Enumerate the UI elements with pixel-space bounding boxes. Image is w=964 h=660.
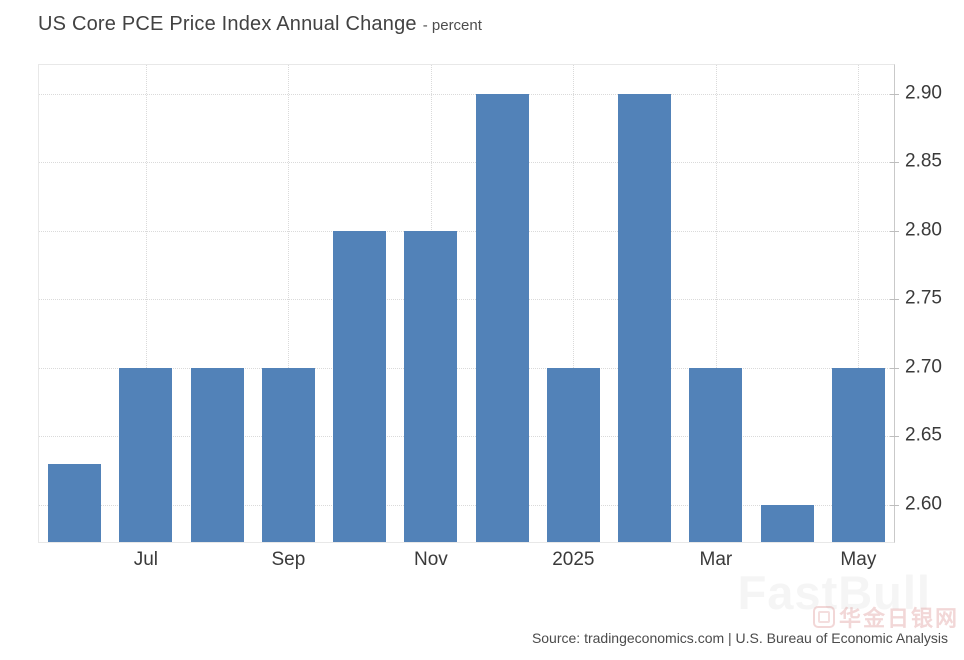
x-axis-label: Jul xyxy=(133,549,159,570)
y-axis-tick xyxy=(890,93,899,95)
x-axis-label: Mar xyxy=(699,549,733,570)
gridline-horizontal xyxy=(39,230,894,232)
y-axis-tick xyxy=(890,299,899,301)
y-axis-label: 2.60 xyxy=(905,493,942,515)
y-axis-tick xyxy=(890,504,899,506)
x-axis-label: May xyxy=(840,549,877,570)
y-axis-label: 2.70 xyxy=(905,356,942,378)
bar-dec xyxy=(475,93,529,542)
x-axis-label: Nov xyxy=(413,549,448,570)
chart-header: US Core PCE Price Index Annual Change - p… xyxy=(38,13,482,36)
bar-may xyxy=(831,367,885,542)
chart-title: US Core PCE Price Index Annual Change xyxy=(38,13,417,35)
y-axis-label: 2.75 xyxy=(905,287,942,309)
y-axis-tick xyxy=(890,162,899,164)
y-axis-tick xyxy=(890,230,899,232)
bar-jun-2024 xyxy=(48,463,102,542)
bar-jul xyxy=(119,367,173,542)
gridline-vertical xyxy=(288,65,290,542)
y-axis-label: 2.65 xyxy=(905,425,942,447)
bar-aug xyxy=(190,367,244,542)
bar-oct xyxy=(333,230,387,542)
site-watermark-logo-icon xyxy=(812,606,835,628)
gridline-horizontal xyxy=(39,93,894,95)
gridline-vertical xyxy=(715,65,717,542)
plot-area: 2.60 2.65 2.70 2.75 2.80 2.85 2.90 Jul Sep Nov 202… xyxy=(38,64,942,570)
bar-nov xyxy=(404,230,458,542)
gridline-vertical xyxy=(145,65,147,542)
gridline-horizontal xyxy=(39,436,894,438)
gridline-horizontal xyxy=(39,162,894,164)
gridline-horizontal xyxy=(39,504,894,506)
bar-jan-2025 xyxy=(546,367,600,542)
y-axis-tick xyxy=(890,367,899,369)
x-axis-label: Sep xyxy=(271,549,306,570)
gridline-vertical xyxy=(858,65,860,542)
y-axis-label: 2.90 xyxy=(905,82,942,104)
source-attribution: Source: tradingeconomics.com | U.S. Bure… xyxy=(531,630,948,646)
bar-feb xyxy=(618,93,672,542)
x-axis-label: 2025 xyxy=(552,549,595,570)
site-watermark: 华金日银网 xyxy=(812,601,959,633)
gridline-horizontal xyxy=(39,299,894,301)
y-axis-tick xyxy=(890,436,899,438)
y-axis-label: 2.80 xyxy=(905,219,942,241)
bar-sep xyxy=(261,367,315,542)
bar-apr xyxy=(760,505,814,542)
chart-subtitle: - percent xyxy=(422,17,482,34)
y-axis-label: 2.85 xyxy=(905,150,942,172)
gridline-horizontal xyxy=(39,367,894,369)
bar-mar xyxy=(689,367,743,542)
site-watermark-text: 华金日银网 xyxy=(838,606,959,631)
gridline-vertical xyxy=(573,65,575,542)
